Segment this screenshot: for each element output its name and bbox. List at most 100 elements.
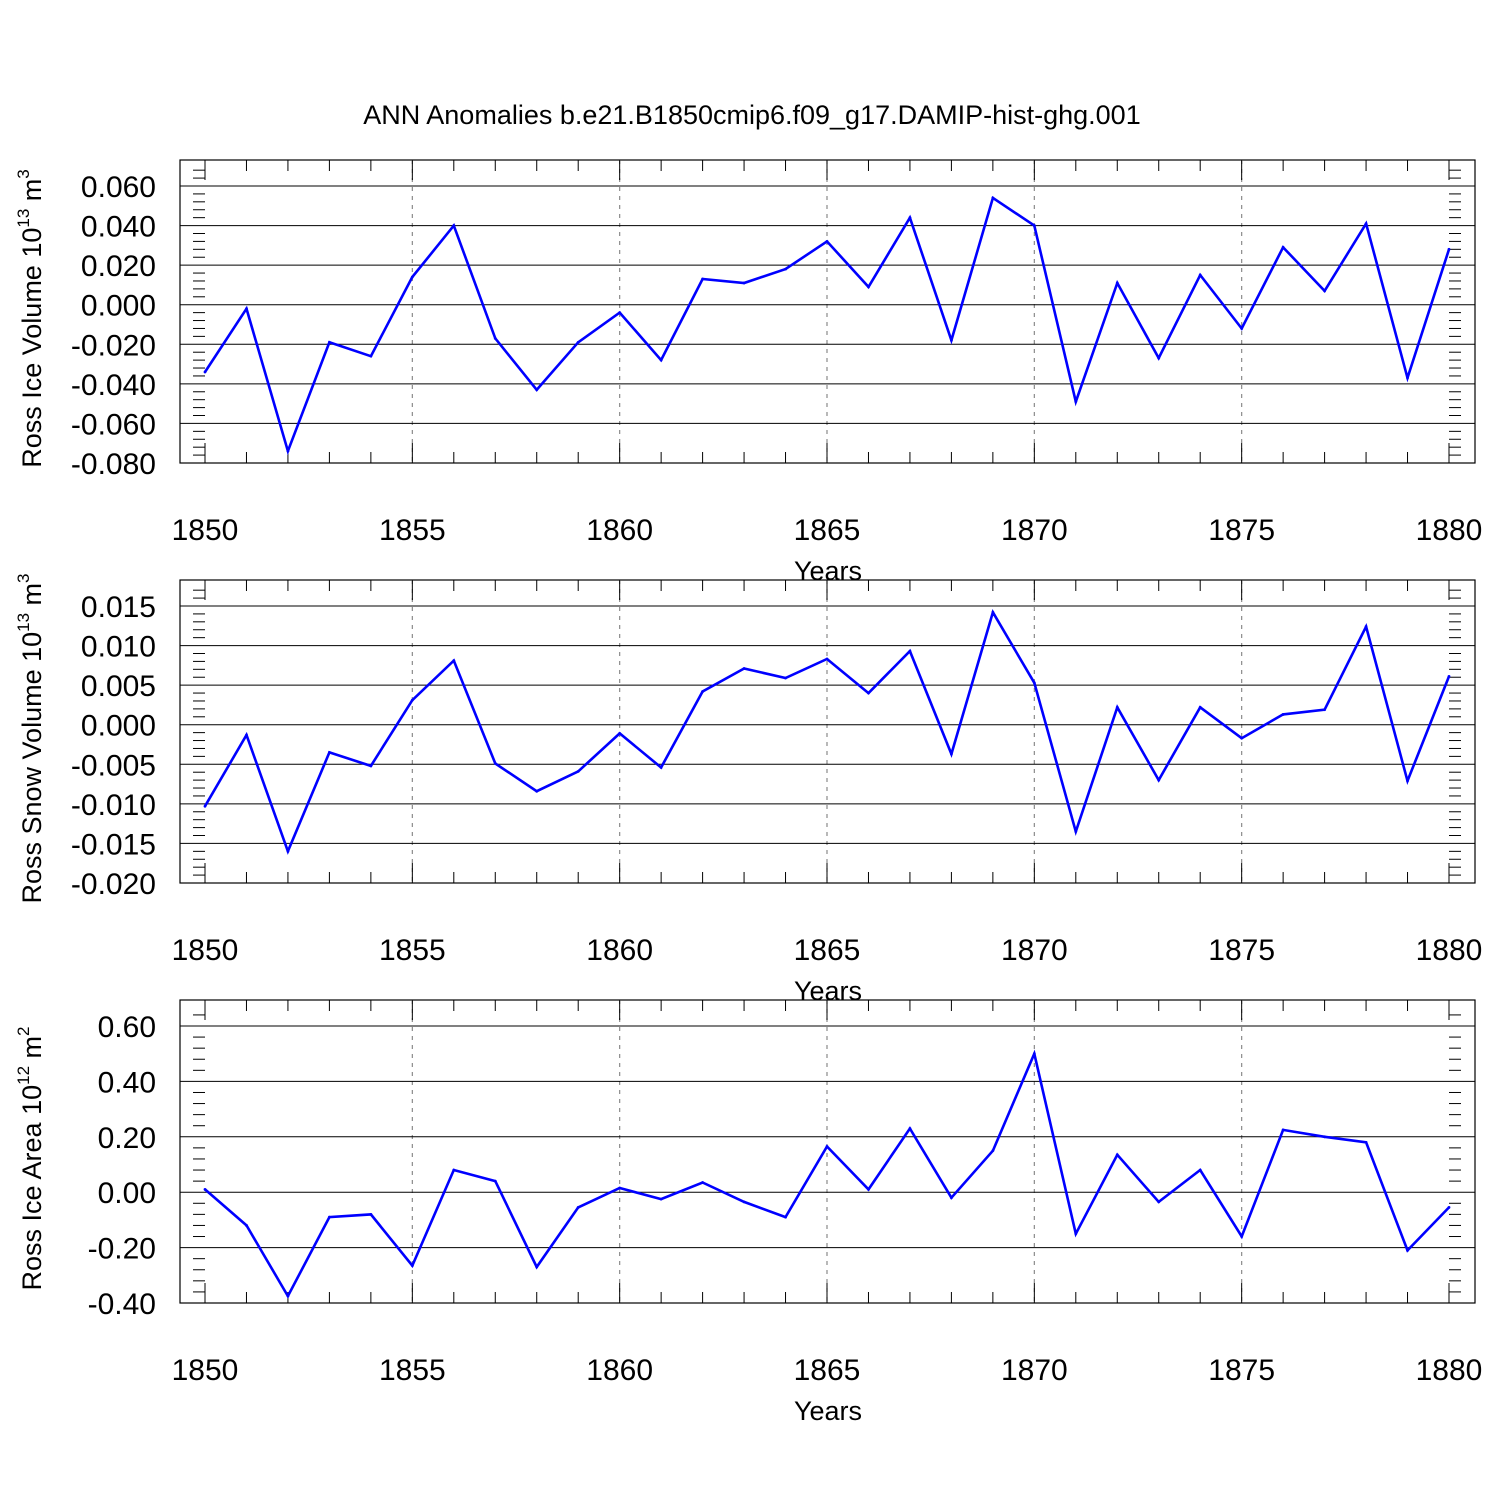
x-tick-label: 1870	[1001, 1354, 1068, 1387]
y-axis-label: Ross Snow Volume 1013 m3	[14, 573, 47, 903]
y-tick-label: -0.20	[88, 1233, 156, 1266]
data-point	[908, 1127, 912, 1130]
y-tick-label: 0.00	[98, 1177, 156, 1210]
data-point	[1157, 356, 1161, 360]
data-point	[784, 267, 787, 271]
data-point	[1157, 1200, 1161, 1204]
data-point	[1406, 779, 1409, 783]
data-point	[576, 770, 580, 773]
y-tick-label: 0.20	[98, 1122, 156, 1155]
panel-1: -0.080 -0.060 -0.040 -0.020 0.000 0.020 0.040 0…	[14, 159, 1483, 586]
data-point	[410, 1264, 414, 1268]
data-point	[245, 733, 248, 737]
data-point	[535, 388, 539, 392]
x-axis-label: Years	[794, 976, 862, 1006]
data-point	[1364, 625, 1368, 628]
data-point	[659, 358, 663, 362]
y-tick-label: -0.40	[88, 1288, 156, 1321]
y-tick-label: -0.040	[71, 369, 156, 402]
y-tick-label: 0.040	[81, 211, 156, 244]
data-point	[1240, 327, 1244, 330]
data-point	[991, 610, 995, 614]
data-point	[618, 311, 622, 315]
data-point	[1074, 400, 1078, 404]
data-point	[784, 676, 787, 680]
data-point	[535, 1265, 539, 1269]
data-point	[328, 1215, 331, 1219]
y-tick-label: 0.060	[81, 171, 156, 204]
x-tick-label: 1870	[1001, 514, 1068, 547]
y-tick-label: -0.005	[71, 749, 156, 782]
data-point	[618, 732, 622, 735]
data-point	[742, 667, 746, 670]
data-point	[1240, 1235, 1244, 1238]
x-tick-label: 1875	[1208, 514, 1275, 547]
data-point	[1323, 708, 1326, 712]
data-point	[618, 1186, 622, 1190]
x-tick-label: 1865	[794, 1354, 861, 1387]
data-point	[286, 449, 290, 453]
y-tick-label: 0.005	[81, 670, 156, 703]
data-point	[991, 1149, 995, 1153]
data-point	[452, 224, 456, 227]
data-point	[1364, 222, 1368, 225]
data-point	[410, 698, 414, 702]
x-axis-label: Years	[794, 1396, 862, 1426]
x-tick-label: 1850	[172, 934, 239, 967]
panel-3: -0.40 -0.20 0.00 0.20 0.40 0.60 1850 1855 1860 18…	[14, 999, 1483, 1426]
y-tick-label: -0.015	[71, 828, 156, 861]
data-point	[825, 240, 829, 243]
data-point	[576, 340, 580, 344]
data-point	[701, 690, 704, 693]
x-tick-label: 1860	[586, 514, 653, 547]
data-point	[1447, 675, 1451, 678]
y-tick-label: -0.010	[71, 789, 156, 822]
data-point	[701, 277, 704, 281]
data-point	[908, 649, 912, 653]
data-point	[245, 307, 248, 311]
data-point	[1198, 1168, 1202, 1172]
x-tick-label: 1850	[172, 514, 239, 547]
data-point	[452, 1168, 456, 1172]
y-tick-label: 0.020	[81, 250, 156, 283]
data-point	[286, 1294, 290, 1298]
data-point	[950, 338, 953, 342]
y-tick-label: 0.000	[81, 710, 156, 743]
data-point	[369, 764, 373, 768]
data-point	[742, 281, 746, 285]
y-tick-label: 0.40	[98, 1066, 156, 1099]
data-point	[1032, 681, 1036, 685]
x-tick-label: 1860	[586, 934, 653, 967]
data-point	[1032, 224, 1036, 227]
data-point	[410, 275, 414, 279]
data-point	[867, 285, 870, 289]
data-point	[535, 789, 539, 793]
data-point	[203, 1188, 207, 1191]
data-point	[1281, 1128, 1285, 1132]
data-point	[1074, 1232, 1078, 1236]
data-point	[1032, 1052, 1036, 1056]
data-point	[825, 657, 829, 661]
x-tick-label: 1880	[1416, 514, 1483, 547]
data-point	[369, 354, 373, 358]
x-tick-label: 1865	[794, 514, 861, 547]
data-point	[742, 1200, 746, 1204]
x-tick-label: 1855	[379, 1354, 446, 1387]
y-tick-label: -0.080	[71, 448, 156, 481]
data-point	[1115, 281, 1119, 285]
y-tick-label: -0.020	[71, 329, 156, 362]
data-point	[991, 196, 995, 200]
data-point	[950, 1196, 953, 1200]
data-point	[203, 370, 207, 374]
data-point	[659, 1197, 663, 1201]
data-point	[328, 340, 331, 344]
x-tick-label: 1880	[1416, 1354, 1483, 1387]
data-point	[1447, 1206, 1451, 1209]
data-point	[1198, 705, 1202, 709]
data-point	[825, 1145, 829, 1148]
data-point	[1240, 736, 1244, 740]
data-point	[1074, 830, 1078, 833]
panel-2: -0.020 -0.015 -0.010 -0.005 0.000 0.005 0.010 0…	[14, 573, 1482, 1006]
x-tick-label: 1880	[1416, 934, 1483, 967]
chart-title: ANN Anomalies b.e21.B1850cmip6.f09_g17.D…	[363, 100, 1140, 130]
